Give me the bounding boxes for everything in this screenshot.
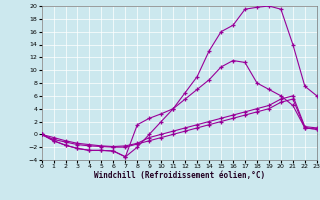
X-axis label: Windchill (Refroidissement éolien,°C): Windchill (Refroidissement éolien,°C) — [94, 171, 265, 180]
